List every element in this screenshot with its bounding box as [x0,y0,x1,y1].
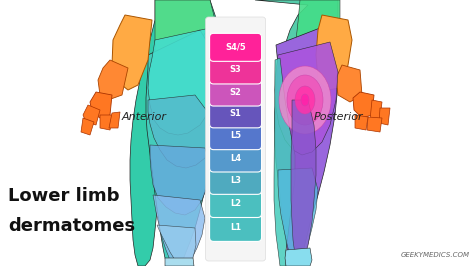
Polygon shape [296,0,340,65]
Polygon shape [379,108,390,125]
Polygon shape [370,100,382,120]
Polygon shape [148,28,218,135]
Polygon shape [146,30,220,266]
Polygon shape [275,28,338,266]
Polygon shape [81,118,94,135]
Polygon shape [83,105,100,125]
Text: L4: L4 [230,153,241,163]
FancyBboxPatch shape [206,17,265,261]
Text: L2: L2 [230,199,241,208]
Polygon shape [112,15,152,90]
Polygon shape [153,195,205,266]
Polygon shape [275,42,338,155]
Polygon shape [130,0,220,266]
FancyBboxPatch shape [210,189,262,218]
Polygon shape [98,60,128,100]
Text: L5: L5 [230,131,241,140]
Polygon shape [150,145,210,215]
Polygon shape [100,115,113,130]
Polygon shape [274,58,295,266]
Polygon shape [278,168,318,266]
Text: Posterior: Posterior [314,112,364,122]
Text: Anterior: Anterior [122,112,167,122]
Text: S2: S2 [229,88,242,97]
Ellipse shape [287,75,323,125]
Polygon shape [155,0,215,70]
Text: Lower limb: Lower limb [8,187,119,205]
Polygon shape [291,100,316,266]
Polygon shape [355,115,368,130]
FancyBboxPatch shape [210,144,262,172]
Ellipse shape [279,66,331,134]
FancyBboxPatch shape [210,122,262,150]
Text: dermatomes: dermatomes [8,217,135,235]
Polygon shape [157,225,196,266]
FancyBboxPatch shape [210,213,262,242]
Polygon shape [367,117,382,132]
FancyBboxPatch shape [210,56,262,84]
FancyBboxPatch shape [210,78,262,106]
FancyBboxPatch shape [210,33,262,61]
Text: S4/5: S4/5 [225,43,246,52]
Polygon shape [316,15,352,90]
FancyBboxPatch shape [210,100,262,128]
FancyBboxPatch shape [210,166,262,194]
Polygon shape [165,258,194,266]
Polygon shape [353,92,374,118]
Text: S3: S3 [230,65,241,74]
Ellipse shape [295,86,315,114]
Polygon shape [336,65,362,102]
Text: L1: L1 [230,223,241,232]
Text: S1: S1 [229,109,242,118]
Text: L3: L3 [230,176,241,185]
Polygon shape [90,92,112,118]
Ellipse shape [301,94,309,106]
Polygon shape [109,112,120,128]
Polygon shape [255,0,338,266]
Text: GEEKYMEDICS.COM: GEEKYMEDICS.COM [401,252,470,258]
Polygon shape [285,248,312,266]
Polygon shape [148,95,210,168]
